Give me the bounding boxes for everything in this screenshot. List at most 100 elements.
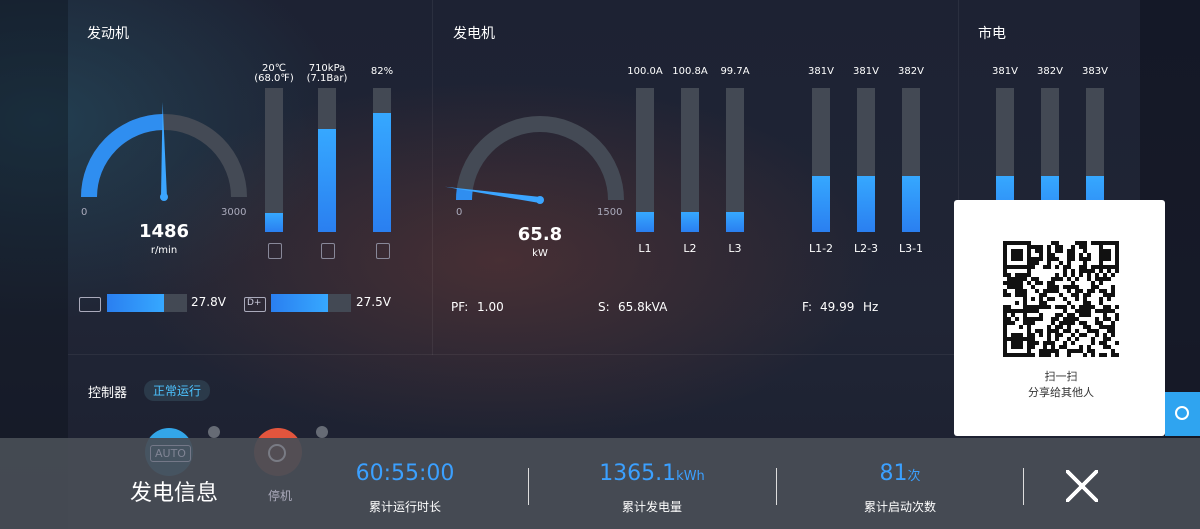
qr-cell	[1031, 285, 1035, 289]
qr-cell	[1107, 305, 1111, 309]
qr-cell	[1079, 289, 1083, 293]
close-button[interactable]	[1066, 470, 1098, 502]
qr-cell	[1115, 353, 1119, 357]
qr-cell	[1091, 353, 1095, 357]
qr-cell	[1003, 325, 1007, 329]
qr-cell	[1063, 341, 1067, 345]
qr-cell	[1011, 309, 1015, 313]
qr-cell	[1111, 273, 1115, 277]
qr-cell	[1003, 337, 1007, 341]
gauge-hub	[536, 196, 544, 204]
qr-cell	[1007, 293, 1011, 297]
qr-cell	[1051, 257, 1055, 261]
qr-cell	[1039, 297, 1043, 301]
qr-cell	[1027, 317, 1031, 321]
qr-cell	[1055, 337, 1059, 341]
bar-value: 382V	[898, 66, 924, 77]
qr-cell	[1095, 265, 1099, 269]
qr-cell	[1083, 297, 1087, 301]
qr-cell	[1095, 277, 1099, 281]
qr-cell	[1087, 325, 1091, 329]
qr-cell	[1115, 341, 1119, 345]
qr-cell	[1051, 253, 1055, 257]
qr-cell	[1047, 265, 1051, 269]
qr-cell	[1047, 297, 1051, 301]
qr-cell	[1007, 273, 1011, 277]
qr-cell	[1099, 325, 1103, 329]
qr-cell	[1071, 249, 1075, 253]
phase-bar	[857, 176, 875, 232]
qr-cell	[1075, 241, 1079, 245]
dot	[316, 426, 328, 438]
qr-cell	[1003, 241, 1007, 245]
qr-cell	[1023, 353, 1027, 357]
qr-cell	[1011, 285, 1015, 289]
bar-track	[726, 88, 744, 232]
qr-cell	[1095, 273, 1099, 277]
qr-cell	[1055, 257, 1059, 261]
qr-cell	[1115, 269, 1119, 273]
qr-cell	[1103, 345, 1107, 349]
bar-label: L1-2	[808, 242, 834, 255]
qr-cell	[1047, 337, 1051, 341]
qr-cell	[1103, 273, 1107, 277]
stop-icon	[268, 444, 286, 462]
qr-cell	[1043, 341, 1047, 345]
bar-label: L3-1	[898, 242, 924, 255]
qr-cell	[1075, 309, 1079, 313]
qr-cell	[1059, 325, 1063, 329]
qr-cell	[1047, 261, 1051, 265]
qr-cell	[1063, 321, 1067, 325]
qr-cell	[1111, 321, 1115, 325]
stat-unit: kWh	[676, 469, 705, 484]
qr-cell	[1051, 317, 1055, 321]
qr-cell	[1055, 349, 1059, 353]
qr-cell	[1107, 257, 1111, 261]
qr-cell	[1055, 305, 1059, 309]
battery-value: 27.5V	[356, 295, 391, 309]
qr-cell	[1035, 277, 1039, 281]
qr-cell	[1091, 265, 1095, 269]
battery-fill	[271, 294, 328, 312]
dot	[208, 426, 220, 438]
share-tab[interactable]	[1165, 392, 1200, 436]
qr-cell	[1047, 285, 1051, 289]
qr-cell	[1083, 241, 1087, 245]
qr-cell	[1027, 281, 1031, 285]
qr-cell	[1019, 353, 1023, 357]
qr-cell	[1115, 305, 1119, 309]
qr-cell	[1095, 285, 1099, 289]
reading-value: 65.8kVA	[618, 300, 668, 314]
qr-cell	[1099, 253, 1103, 257]
qr-cell	[1099, 353, 1103, 357]
qr-cell	[1059, 293, 1063, 297]
qr-cell	[1071, 333, 1075, 337]
gauge-unit: r/min	[150, 245, 178, 256]
qr-cell	[1075, 317, 1079, 321]
qr-cell	[1107, 277, 1111, 281]
qr-cell	[1003, 269, 1007, 273]
qr-cell	[1099, 309, 1103, 313]
qr-cell	[1067, 325, 1071, 329]
qr-cell	[1035, 261, 1039, 265]
qr-cell	[1019, 249, 1023, 253]
qr-cell	[1055, 353, 1059, 357]
qr-cell	[1111, 309, 1115, 313]
qr-cell	[1031, 341, 1035, 345]
qr-cell	[1019, 265, 1023, 269]
qr-cell	[1039, 349, 1043, 353]
qr-cell	[1087, 273, 1091, 277]
qr-cell	[1055, 273, 1059, 277]
qr-cell	[1011, 281, 1015, 285]
qr-cell	[1027, 249, 1031, 253]
qr-cell	[1019, 273, 1023, 277]
qr-cell	[1027, 253, 1031, 257]
qr-cell	[1087, 269, 1091, 273]
qr-cell	[1023, 321, 1027, 325]
qr-cell	[1019, 345, 1023, 349]
qr-cell	[1087, 293, 1091, 297]
gauge-min: 0	[81, 207, 88, 218]
qr-cell	[1027, 321, 1031, 325]
qr-cell	[1111, 325, 1115, 329]
qr-cell	[1067, 329, 1071, 333]
